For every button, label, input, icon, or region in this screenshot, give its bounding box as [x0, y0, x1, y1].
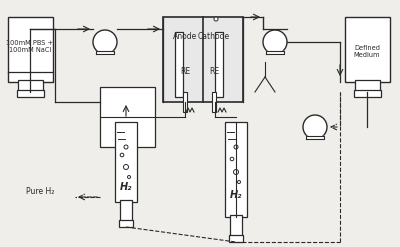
Text: RE: RE — [180, 67, 190, 77]
Bar — [354, 90, 381, 97]
Text: Cathode: Cathode — [198, 33, 230, 41]
Bar — [100, 87, 155, 147]
Bar — [18, 80, 43, 92]
Bar — [212, 92, 216, 112]
Bar — [183, 92, 187, 112]
Text: Pure H₂: Pure H₂ — [26, 187, 54, 197]
Circle shape — [230, 157, 234, 161]
Bar — [115, 122, 137, 202]
Bar — [345, 17, 390, 82]
Bar — [17, 90, 44, 97]
Polygon shape — [266, 51, 284, 54]
Circle shape — [120, 153, 124, 157]
Circle shape — [124, 165, 128, 169]
Text: 100mM PBS +
100mM NaCl: 100mM PBS + 100mM NaCl — [6, 41, 54, 54]
Bar — [175, 32, 183, 97]
Bar — [163, 17, 243, 102]
Bar — [215, 32, 223, 97]
Text: RE: RE — [209, 67, 219, 77]
Text: H₂: H₂ — [120, 182, 132, 192]
Circle shape — [214, 17, 218, 21]
Bar — [120, 200, 132, 222]
Circle shape — [93, 30, 117, 54]
Circle shape — [303, 115, 327, 139]
Text: H₂: H₂ — [230, 190, 242, 200]
Text: Defined
Medium: Defined Medium — [354, 45, 380, 59]
Bar — [225, 122, 247, 217]
Text: Anode: Anode — [173, 33, 197, 41]
Bar — [230, 215, 242, 237]
Circle shape — [238, 181, 240, 184]
Bar — [119, 220, 133, 227]
Bar — [229, 235, 243, 242]
Polygon shape — [96, 51, 114, 54]
Circle shape — [263, 30, 287, 54]
Circle shape — [234, 169, 238, 174]
Circle shape — [234, 145, 238, 149]
Bar — [8, 17, 53, 82]
Circle shape — [128, 176, 130, 179]
Circle shape — [124, 145, 128, 149]
Polygon shape — [306, 136, 324, 139]
Bar — [355, 80, 380, 92]
